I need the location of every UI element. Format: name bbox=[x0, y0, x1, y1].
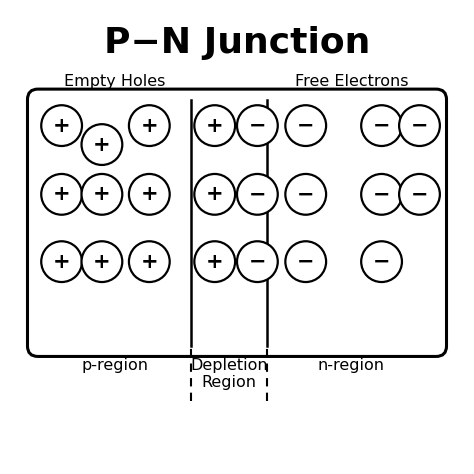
Text: −: − bbox=[373, 116, 390, 136]
Text: −: − bbox=[249, 116, 266, 136]
Text: Depletion
Region: Depletion Region bbox=[190, 358, 268, 390]
Circle shape bbox=[194, 241, 235, 282]
Circle shape bbox=[129, 241, 170, 282]
Circle shape bbox=[285, 241, 326, 282]
Circle shape bbox=[237, 174, 278, 215]
Circle shape bbox=[361, 241, 402, 282]
Text: −: − bbox=[297, 116, 314, 136]
Text: −: − bbox=[411, 184, 428, 204]
Text: +: + bbox=[140, 116, 158, 136]
Text: −: − bbox=[373, 184, 390, 204]
Circle shape bbox=[129, 105, 170, 146]
Text: Free Electrons: Free Electrons bbox=[295, 74, 408, 89]
Text: +: + bbox=[93, 184, 111, 204]
Text: −: − bbox=[297, 252, 314, 272]
Text: −: − bbox=[297, 184, 314, 204]
Text: p-region: p-region bbox=[81, 358, 148, 373]
Circle shape bbox=[285, 105, 326, 146]
Text: +: + bbox=[53, 252, 71, 272]
Circle shape bbox=[194, 174, 235, 215]
Circle shape bbox=[399, 105, 440, 146]
Text: P−N Junction: P−N Junction bbox=[104, 26, 370, 60]
Circle shape bbox=[41, 241, 82, 282]
Circle shape bbox=[285, 174, 326, 215]
Text: +: + bbox=[140, 184, 158, 204]
Text: +: + bbox=[206, 252, 224, 272]
Circle shape bbox=[41, 174, 82, 215]
Circle shape bbox=[82, 174, 122, 215]
Text: +: + bbox=[93, 252, 111, 272]
Text: +: + bbox=[206, 116, 224, 136]
Circle shape bbox=[237, 105, 278, 146]
Text: −: − bbox=[249, 252, 266, 272]
Text: n-region: n-region bbox=[318, 358, 385, 373]
Circle shape bbox=[82, 241, 122, 282]
Text: −: − bbox=[411, 116, 428, 136]
Circle shape bbox=[361, 174, 402, 215]
Text: −: − bbox=[373, 252, 390, 272]
Text: +: + bbox=[206, 184, 224, 204]
Circle shape bbox=[41, 105, 82, 146]
Text: +: + bbox=[93, 135, 111, 155]
FancyBboxPatch shape bbox=[27, 89, 447, 356]
Circle shape bbox=[129, 174, 170, 215]
Text: +: + bbox=[140, 252, 158, 272]
Circle shape bbox=[237, 241, 278, 282]
Circle shape bbox=[194, 105, 235, 146]
Text: +: + bbox=[53, 184, 71, 204]
Circle shape bbox=[399, 174, 440, 215]
Text: Empty Holes: Empty Holes bbox=[64, 74, 165, 89]
Text: −: − bbox=[249, 184, 266, 204]
Circle shape bbox=[361, 105, 402, 146]
Circle shape bbox=[82, 124, 122, 165]
Text: +: + bbox=[53, 116, 71, 136]
